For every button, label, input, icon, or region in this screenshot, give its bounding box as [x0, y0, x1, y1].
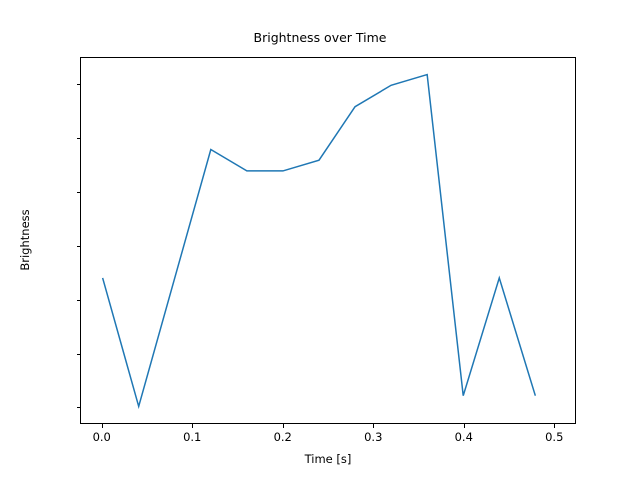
x-tick-label: 0.5: [545, 430, 564, 444]
y-tick-mark: [76, 245, 80, 247]
plot-area: [80, 57, 576, 424]
x-tick-label: 0.1: [183, 430, 202, 444]
x-tick-mark: [373, 424, 375, 428]
x-tick-mark: [463, 424, 465, 428]
y-tick-mark: [76, 353, 80, 355]
x-tick-mark: [282, 424, 284, 428]
y-tick-mark: [76, 407, 80, 409]
x-tick-label: 0.2: [273, 430, 292, 444]
plot-svg: [81, 58, 575, 423]
y-tick-mark: [76, 84, 80, 86]
x-tick-label: 0.3: [364, 430, 383, 444]
x-tick-label: 0.4: [454, 430, 473, 444]
x-axis-label: Time [s]: [304, 452, 352, 466]
brightness-line-series: [103, 75, 536, 407]
y-axis-label: Brightness: [18, 209, 32, 271]
y-tick-mark: [76, 138, 80, 140]
y-tick-mark: [76, 299, 80, 301]
y-tick-mark: [76, 192, 80, 194]
x-tick-mark: [101, 424, 103, 428]
x-tick-mark: [554, 424, 556, 428]
chart-title: Brightness over Time: [253, 30, 387, 45]
x-tick-label: 0.0: [92, 430, 111, 444]
x-tick-mark: [192, 424, 194, 428]
